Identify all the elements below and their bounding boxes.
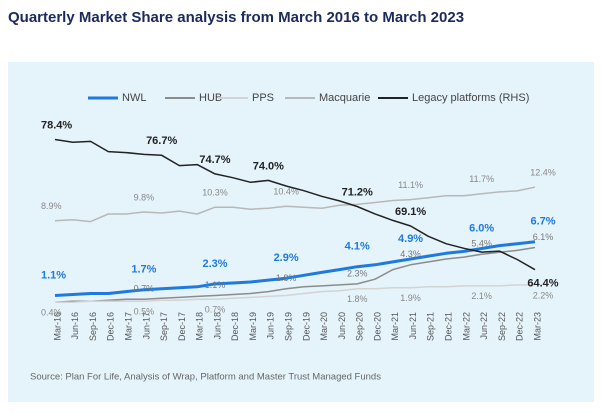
x-tick-label: Mar-23 [532, 312, 542, 341]
series-line [54, 246, 536, 303]
x-tick-label: Dec-20 [372, 312, 382, 341]
data-label: 1.8% [347, 294, 368, 304]
x-tick-label: Jun-16 [70, 312, 80, 340]
source: Source: Plan For Life, Analysis of Wrap,… [30, 372, 381, 383]
x-tick-label: Mar-16 [52, 312, 62, 341]
data-label: 10.3% [202, 188, 228, 198]
x-tick-label: Dec-19 [301, 312, 311, 341]
data-label: 71.2% [342, 186, 373, 198]
x-tick-label: Jun-17 [141, 312, 151, 340]
series-line [55, 284, 535, 303]
legend-label: Macquarie [319, 92, 370, 104]
data-label: 5.4% [471, 239, 492, 249]
data-label: 10.4% [273, 187, 299, 197]
data-label: 0.5% [134, 307, 155, 317]
x-tick-label: Jun-21 [408, 312, 418, 340]
data-label: 2.3% [347, 268, 368, 278]
data-label: 4.9% [398, 233, 423, 245]
data-label: 74.0% [253, 160, 284, 172]
data-label: 2.9% [274, 252, 299, 264]
series-line [54, 186, 536, 223]
x-tick-label: Mar-18 [195, 312, 205, 341]
data-label: 6.1% [533, 232, 554, 242]
data-label: 69.1% [395, 206, 426, 218]
legend-label: Legacy platforms (RHS) [412, 92, 529, 104]
data-label: 0.7% [205, 305, 226, 315]
data-label: 6.0% [469, 222, 494, 234]
data-label: 0.7% [134, 284, 155, 294]
data-label: 2.2% [533, 290, 554, 300]
x-tick-label: Sep-17 [159, 312, 169, 341]
legend-label: NWL [122, 92, 146, 104]
panel [8, 62, 594, 402]
data-label: 11.7% [469, 174, 494, 184]
x-tick-label: Mar-17 [123, 312, 133, 341]
data-label: 1.7% [131, 264, 156, 276]
data-label: 1.1% [41, 269, 66, 281]
x-tick-label: Sep-21 [426, 312, 436, 341]
x-tick-label: Sep-20 [355, 312, 365, 341]
data-label: 4.1% [345, 241, 370, 253]
x-tick-label: Jun-22 [479, 312, 489, 340]
data-label: 78.4% [41, 119, 72, 131]
data-label: 11.1% [398, 180, 423, 190]
data-label: 1.8% [276, 273, 297, 283]
x-tick-label: Dec-16 [106, 312, 116, 341]
data-label: 1.9% [400, 293, 421, 303]
data-label: 1.1% [205, 280, 226, 290]
x-tick-label: Sep-19 [283, 312, 293, 341]
x-tick-label: Dec-17 [177, 312, 187, 341]
x-tick-label: Dec-21 [443, 312, 453, 341]
x-tick-label: Jun-18 [212, 312, 222, 340]
x-tick-label: Jun-19 [266, 312, 276, 340]
legend-label: PPS [252, 92, 274, 104]
x-tick-label: Dec-18 [230, 312, 240, 341]
data-label: 8.9% [41, 201, 62, 211]
x-tick-label: Mar-21 [390, 312, 400, 341]
x-tick-label: Jun-20 [337, 312, 347, 340]
data-label: 76.7% [146, 135, 177, 147]
series-line [54, 240, 536, 297]
x-tick-label: Dec-22 [515, 312, 525, 341]
data-label: 2.1% [471, 291, 492, 301]
series-line [54, 138, 536, 271]
x-tick-label: Sep-16 [88, 312, 98, 341]
data-label: 2.3% [202, 258, 227, 270]
chart-title: Quarterly Market Share analysis from Mar… [8, 9, 464, 26]
x-tick-label: Mar-22 [461, 312, 471, 341]
data-label: 4.3% [400, 249, 421, 259]
data-label: 12.4% [530, 167, 556, 177]
x-tick-label: Mar-19 [248, 312, 258, 341]
data-label: 9.8% [134, 192, 155, 202]
data-label: 64.4% [527, 278, 558, 290]
legend-label: HUB [199, 92, 222, 104]
x-tick-label: Mar-20 [319, 312, 329, 341]
data-label: 74.7% [199, 154, 230, 166]
x-tick-label: Sep-22 [497, 312, 507, 341]
data-label: 6.7% [530, 216, 555, 228]
data-label: 0.4% [41, 308, 62, 318]
